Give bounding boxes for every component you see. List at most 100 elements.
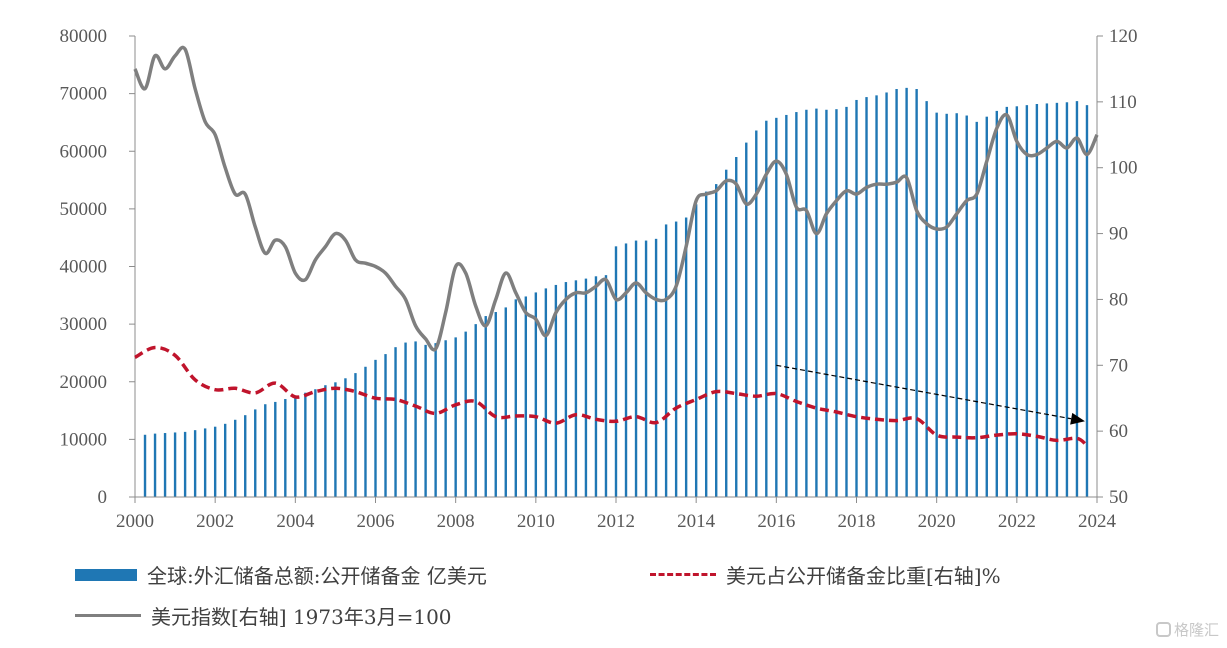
legend-item-usd-share: 美元占公开储备金比重[右轴]% — [650, 560, 1001, 589]
reserve-bar — [1055, 102, 1059, 497]
left-tick-label: 40000 — [60, 257, 108, 278]
x-tick-label: 2010 — [517, 511, 555, 532]
x-tick-label: 2000 — [116, 511, 154, 532]
reserve-bar — [785, 114, 788, 497]
reserve-bar — [173, 432, 177, 497]
reserve-bar — [394, 347, 397, 497]
reserve-bar — [153, 433, 157, 497]
reserve-bar — [474, 324, 477, 497]
left-tick-label: 70000 — [60, 84, 108, 105]
reserve-bar — [664, 224, 668, 497]
reserve-bar — [1035, 103, 1039, 497]
reserve-bar — [524, 296, 528, 497]
reserve-bar — [203, 428, 207, 497]
reserve-bar — [835, 109, 838, 497]
axes — [129, 35, 1103, 503]
reserve-bar — [1025, 105, 1029, 498]
reserve-bar — [654, 238, 658, 497]
reserve-bar — [604, 275, 608, 497]
x-tick-label: 2006 — [357, 511, 395, 532]
reserve-bar — [945, 113, 948, 497]
reserve-bar — [684, 217, 688, 498]
reserve-bar — [284, 399, 287, 497]
reserve-bar — [294, 395, 297, 497]
reserve-bar — [694, 204, 698, 497]
reserve-bar — [1075, 101, 1079, 498]
reserve-bar — [975, 121, 978, 497]
series-lines — [133, 45, 1099, 448]
trend-annotation — [776, 364, 1085, 425]
x-tick-label: 2014 — [677, 511, 716, 532]
reserve-bar — [1085, 105, 1089, 498]
left-tick-label: 30000 — [60, 314, 108, 335]
reserve-bar — [614, 246, 618, 497]
reserve-bar — [564, 282, 568, 497]
left-tick-label: 80000 — [60, 26, 108, 47]
reserve-bar — [815, 108, 818, 498]
reserve-bar — [264, 404, 267, 497]
reserve-bar — [624, 243, 628, 497]
reserve-bar — [915, 89, 918, 497]
reserve-bar — [344, 378, 347, 497]
x-tick-label: 2004 — [276, 511, 315, 532]
x-tick-label: 2022 — [998, 511, 1036, 532]
watermark-text: 格隆汇 — [1173, 621, 1219, 639]
right-tick-label: 70 — [1109, 355, 1128, 376]
reserve-bar — [995, 110, 998, 497]
reserve-bar — [1065, 102, 1069, 498]
x-tick-label: 2018 — [838, 511, 876, 532]
reserve-bar — [594, 276, 598, 497]
right-tick-label: 50 — [1109, 487, 1128, 508]
reserve-bar — [514, 299, 517, 497]
reserve-bar — [274, 401, 277, 497]
left-tick-label: 50000 — [60, 199, 108, 220]
legend-item-reserves: 全球:外汇储备总额:公开储备金 亿美元 — [75, 560, 487, 589]
left-tick-label: 20000 — [60, 372, 108, 393]
right-tick-label: 120 — [1109, 26, 1138, 47]
legend-item-dxy: 美元指数[右轴] 1973年3月=100 — [75, 601, 452, 630]
right-tick-label: 90 — [1109, 224, 1128, 245]
watermark-logo-icon — [1155, 622, 1171, 637]
left-tick-label: 10000 — [60, 429, 108, 450]
reserve-bar — [825, 109, 828, 497]
x-tick-label: 2002 — [196, 511, 234, 532]
reserve-bar — [554, 284, 558, 497]
reserve-bar — [213, 426, 217, 497]
reserve-bar — [163, 433, 167, 497]
tick-labels: 0 10000 20000 30000 40000 50000 60000 70000 8000… — [60, 26, 1138, 532]
reserve-bar — [374, 359, 377, 497]
legend-label-usd-share: 美元占公开储备金比重[右轴]% — [726, 564, 1001, 588]
reserve-bar — [795, 112, 798, 497]
reserve-bar — [574, 280, 578, 497]
x-tick-label: 2008 — [437, 511, 475, 532]
reserve-bar — [584, 278, 588, 497]
reserve-bar — [985, 116, 988, 498]
reserve-bar — [444, 340, 447, 497]
reserve-bar — [965, 115, 968, 498]
reserve-bar — [434, 343, 437, 497]
watermark: 格隆汇 — [1155, 619, 1219, 640]
reserve-bar — [314, 389, 317, 497]
right-tick-label: 60 — [1109, 421, 1128, 442]
reserve-bar — [504, 307, 507, 497]
reserve-bar — [384, 354, 387, 497]
reserve-bar — [725, 169, 728, 497]
x-tick-label: 2020 — [918, 511, 956, 532]
reserve-bar — [404, 342, 407, 497]
trend-arrow-line — [776, 364, 1072, 420]
reserve-bar — [634, 240, 638, 497]
reserves-bars — [143, 87, 1089, 498]
left-tick-label: 0 — [98, 487, 108, 508]
reserve-bar — [304, 392, 307, 497]
reserve-bar — [364, 366, 367, 497]
dollar-index-line — [133, 45, 1099, 352]
reserve-bar — [334, 382, 337, 497]
reserve-bar — [544, 288, 548, 497]
legend-swatch-line — [75, 614, 141, 617]
right-tick-label: 100 — [1109, 158, 1138, 179]
x-tick-label: 2012 — [597, 511, 635, 532]
reserve-bar — [745, 142, 748, 497]
reserve-bar — [143, 434, 147, 497]
usd-share-line — [134, 345, 1089, 448]
